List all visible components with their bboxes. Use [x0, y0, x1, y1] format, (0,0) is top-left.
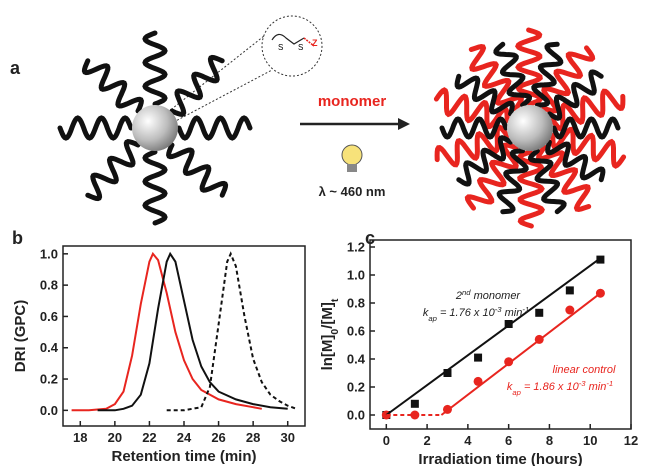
- text-part: /[M]: [319, 302, 336, 329]
- text-part: = 1.76 x 10: [437, 307, 496, 319]
- y-tick-label: 0.0: [40, 403, 58, 418]
- x-tick-label: 10: [583, 433, 597, 448]
- y-tick-label: 1.0: [40, 246, 58, 261]
- polymer-chain: [145, 33, 165, 104]
- x-tick-label: 18: [73, 430, 87, 445]
- polymer-chain: [172, 57, 222, 114]
- text-part: linear control: [553, 364, 617, 376]
- x-tick-label: 20: [108, 430, 122, 445]
- annotation: linear control: [553, 364, 617, 376]
- text-part: -1: [522, 305, 529, 314]
- text-part: 2: [455, 290, 462, 302]
- schematic: a S S Z monomer λ ~ 460 nm: [10, 16, 624, 226]
- x-tick-label: 4: [464, 433, 472, 448]
- text-part: min: [586, 381, 607, 393]
- annotation: kap = 1.86 x 10-3 min-1: [507, 379, 613, 397]
- y-tick-label: 0.6: [347, 324, 365, 339]
- inset-atom: Z: [312, 38, 318, 48]
- y-tick-label: 0.4: [40, 340, 59, 355]
- polymer-chain: [60, 118, 131, 138]
- figure: a S S Z monomer λ ~ 460 nm b182022242628…: [0, 0, 647, 466]
- panel-label: b: [12, 228, 23, 248]
- plot-frame: [370, 240, 631, 429]
- data-line: [98, 254, 288, 410]
- data-line: [72, 254, 262, 410]
- x-axis-label: Irradiation time (hours): [418, 451, 582, 466]
- text-part: t: [329, 298, 341, 302]
- y-tick-label: 0.2: [40, 372, 58, 387]
- plot-frame: [63, 246, 305, 426]
- wavelength: λ ~ 460 nm: [319, 184, 386, 199]
- arrow-head: [398, 118, 410, 130]
- text-part: -1: [606, 379, 613, 388]
- text-part: min: [502, 307, 523, 319]
- data-point: [566, 286, 574, 294]
- x-tick-label: 12: [624, 433, 638, 448]
- x-tick-label: 22: [142, 430, 156, 445]
- x-tick-label: 30: [280, 430, 294, 445]
- x-tick-label: 8: [546, 433, 553, 448]
- text-part: = 1.86 x 10: [521, 381, 580, 393]
- x-tick-label: 2: [423, 433, 430, 448]
- y-tick-label: 0.6: [40, 309, 58, 324]
- polymer-chain: [145, 152, 165, 223]
- y-tick-label: 0.4: [347, 352, 366, 367]
- y-axis-label: ln[M]0/[M]t: [319, 298, 341, 370]
- x-axis-label: Retention time (min): [112, 448, 257, 465]
- inset-atom: S: [278, 43, 283, 52]
- x-tick-label: 6: [505, 433, 512, 448]
- y-tick-label: 1.0: [347, 268, 365, 283]
- x-tick-label: 24: [177, 430, 192, 445]
- polymer-chain: [84, 61, 141, 111]
- particle: [507, 105, 553, 151]
- chart: b 18 20 22 24 26 28 30 0.0 0.2 0.4 0.6 0.8 1.0 Retenti…: [12, 228, 305, 465]
- data-line: [167, 254, 297, 410]
- data-point: [535, 309, 543, 317]
- x-tick-label: 26: [211, 430, 225, 445]
- data-point: [411, 400, 419, 408]
- polymer-chain: [179, 118, 250, 138]
- inset-atom: S: [298, 43, 303, 52]
- panel-label: a: [10, 58, 21, 78]
- bulb: [342, 145, 362, 165]
- text-part: ln[M]: [319, 335, 336, 371]
- y-axis-label: DRI (GPC): [12, 300, 29, 373]
- x-tick-label: 28: [246, 430, 260, 445]
- annotation: 2nd monomer: [455, 288, 522, 303]
- arrow-label: monomer: [318, 93, 387, 110]
- y-tick-label: 0.2: [347, 380, 365, 395]
- y-tick-label: 0.8: [347, 296, 365, 311]
- polymer-chain: [169, 145, 226, 195]
- y-tick-label: 0.8: [40, 278, 58, 293]
- particle: [132, 105, 178, 151]
- annotation: kap = 1.76 x 10-3 min-1: [423, 305, 529, 323]
- polymer-chain: [88, 142, 138, 199]
- bulb-base: [347, 164, 357, 172]
- x-tick-label: 0: [383, 433, 390, 448]
- y-tick-label: 1.2: [347, 240, 365, 255]
- data-point: [474, 354, 482, 362]
- y-tick-label: 0.0: [347, 408, 365, 423]
- text-part: monomer: [471, 290, 522, 302]
